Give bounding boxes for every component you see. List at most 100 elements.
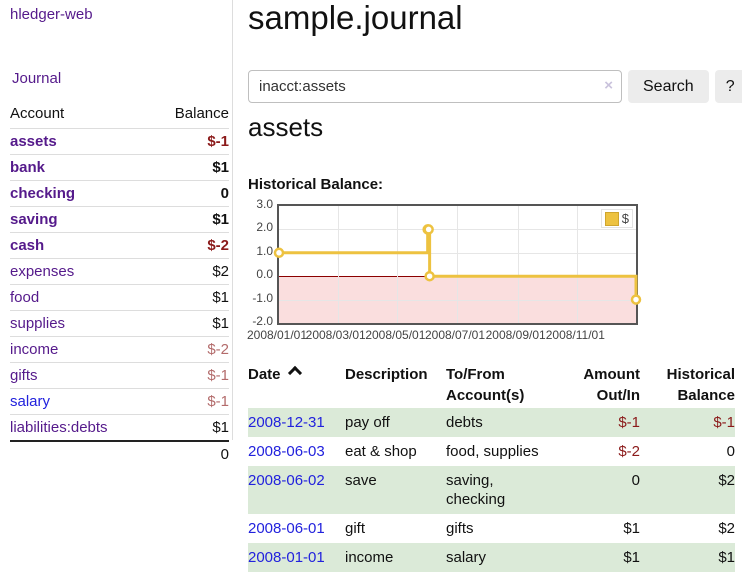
transaction-description: gift [345, 520, 366, 537]
page-title: sample.journal [248, 0, 463, 36]
account-row: food $1 [10, 284, 229, 311]
transaction-balance: $-1 [713, 414, 735, 431]
transaction-row: 2008-12-31 pay off debts $-1 $-1 [248, 408, 735, 437]
legend-label: $ [621, 211, 629, 226]
transaction-date-link[interactable]: 2008-06-01 [248, 520, 325, 537]
transaction-row: 2008-06-01 gift gifts $1 $2 [248, 514, 735, 543]
account-row: expenses $2 [10, 258, 229, 285]
account-link-saving[interactable]: saving [10, 211, 58, 228]
account-link-supplies[interactable]: supplies [10, 315, 66, 332]
y-tick-label: 1.0 [256, 243, 273, 258]
account-link-assets[interactable]: assets [10, 133, 57, 150]
account-link-food[interactable]: food [10, 289, 40, 306]
gridline [397, 206, 399, 323]
account-balance: $-2 [150, 232, 229, 259]
account-row: assets $-1 [10, 128, 229, 155]
balance-column-header: Balance [174, 105, 229, 122]
transaction-balance: $2 [718, 472, 735, 489]
transaction-date-link[interactable]: 2008-06-03 [248, 443, 325, 460]
account-column-header: Account [10, 105, 65, 122]
account-balance: $-1 [150, 388, 229, 415]
account-row: saving $1 [10, 206, 229, 233]
transaction-accounts: debts [446, 414, 483, 431]
data-point [423, 224, 434, 235]
account-balance: 0 [150, 180, 229, 207]
historical-balance-chart: 3.0 2.0 1.0 0.0 -1.0 -2.0 $ 2008/01/01 2008/03… [247, 197, 728, 348]
search-help-button[interactable]: ? [714, 70, 742, 103]
search-input[interactable] [248, 70, 622, 103]
chart-title: Historical Balance: [248, 176, 384, 193]
account-row: salary $-1 [10, 388, 229, 415]
chart-legend: $ [600, 209, 633, 228]
account-link-bank[interactable]: bank [10, 159, 46, 176]
transaction-accounts: saving, checking [446, 472, 506, 508]
register-table: Date Description To/From Account(s) Amou… [248, 362, 735, 572]
gridline [337, 206, 339, 323]
x-tick-label: 2008/07/01 [424, 328, 486, 342]
account-link-expenses[interactable]: expenses [10, 263, 75, 280]
transaction-amount: 0 [631, 472, 640, 489]
gridline [577, 206, 579, 323]
transaction-date-link[interactable]: 2008-01-01 [248, 549, 325, 566]
transaction-date-link[interactable]: 2008-06-02 [248, 472, 325, 489]
transaction-description: pay off [345, 414, 390, 431]
account-link-salary[interactable]: salary [10, 393, 51, 410]
data-point [630, 294, 642, 305]
account-balance: $1 [150, 414, 229, 441]
account-link-checking[interactable]: checking [10, 185, 76, 202]
transaction-description: save [345, 472, 377, 489]
transaction-balance: 0 [726, 443, 735, 460]
transaction-row: 2008-06-03 eat & shop food, supplies $-2 0 [248, 437, 735, 466]
chart-plot-area: $ [273, 204, 642, 325]
clear-search-icon[interactable]: × [604, 77, 613, 94]
transaction-balance: $2 [718, 520, 735, 537]
balance-column-header-register: Historical Balance [666, 366, 735, 404]
amount-column-header: Amount Out/In [583, 366, 640, 404]
accounts-total-row: 0 [10, 440, 229, 467]
account-balance: $1 [150, 206, 229, 233]
date-column-header[interactable]: Date [248, 362, 345, 408]
account-balance: $1 [150, 310, 229, 337]
data-point [273, 247, 285, 259]
transaction-amount: $1 [623, 549, 640, 566]
account-row: liabilities:debts $1 [10, 414, 229, 441]
balance-line-series [273, 224, 642, 305]
x-tick-label: 2008/05/01 [365, 328, 426, 342]
account-balance: $1 [150, 284, 229, 311]
account-link-income[interactable]: income [10, 341, 59, 358]
account-row: cash $-2 [10, 232, 229, 259]
y-tick-label: 0.0 [256, 267, 273, 282]
account-row: income $-2 [10, 336, 229, 363]
transaction-amount: $-2 [618, 443, 640, 460]
account-link-gifts[interactable]: gifts [10, 367, 38, 384]
account-row: checking 0 [10, 180, 229, 207]
accounts-table: Account Balance assets $-1 bank $1 checking 0… [10, 100, 229, 467]
transaction-amount: $1 [623, 520, 640, 537]
transaction-date-link[interactable]: 2008-12-31 [248, 414, 325, 431]
account-row: gifts $-1 [10, 362, 229, 389]
account-link-liabilities-debts[interactable]: liabilities:debts [10, 419, 108, 436]
x-tick-label: 2008/01/01 [246, 328, 308, 342]
account-balance: $-2 [150, 336, 229, 363]
sort-ascending-icon [287, 365, 302, 381]
account-balance: $1 [150, 154, 229, 181]
y-tick-label: 2.0 [256, 220, 273, 235]
transaction-description: income [345, 549, 394, 566]
accounts-total-balance: 0 [150, 440, 229, 467]
legend-swatch [604, 211, 619, 226]
account-balance: $-1 [150, 362, 229, 389]
app-title-link[interactable]: hledger-web [10, 6, 93, 23]
search-button[interactable]: Search [628, 70, 709, 103]
account-row: supplies $1 [10, 310, 229, 337]
y-tick-label: -2.0 [252, 314, 273, 328]
transaction-accounts: gifts [446, 520, 474, 537]
account-link-cash[interactable]: cash [10, 237, 45, 254]
sidebar-item-journal[interactable]: Journal [12, 70, 62, 87]
x-tick-label: 2008/03/01 [305, 328, 366, 342]
sidebar: hledger-web Journal Account Balance asse… [0, 0, 233, 467]
y-tick-label: 3.0 [256, 197, 273, 211]
transaction-accounts: food, supplies [446, 443, 539, 460]
transaction-balance: $1 [718, 549, 735, 566]
transaction-row: 2008-06-02 save saving, checking 0 $2 [248, 466, 735, 514]
account-balance: $2 [150, 258, 229, 285]
